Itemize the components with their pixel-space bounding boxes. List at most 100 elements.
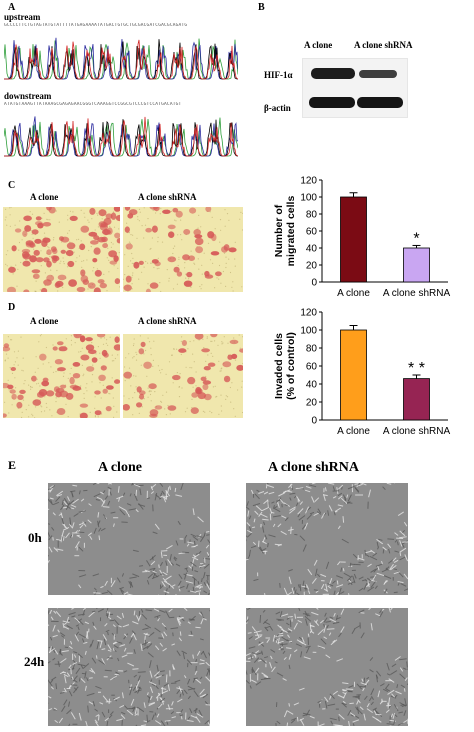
stained-cell (91, 357, 98, 363)
stained-cell (236, 364, 243, 371)
hif-band-control (311, 68, 355, 79)
stained-cell (46, 260, 52, 268)
stained-cell (41, 287, 48, 292)
stained-cell (53, 386, 60, 393)
panel-c-label: C (8, 180, 16, 191)
stained-cell (80, 269, 86, 277)
stained-cell (85, 337, 93, 342)
stained-cell (57, 341, 64, 346)
stained-cell (229, 339, 239, 345)
migration-y-tick-label: 0 (311, 278, 317, 289)
stained-cell (48, 207, 56, 214)
stained-cell (79, 335, 86, 343)
stained-cell (33, 249, 40, 256)
western-col-label-control: A clone (304, 40, 333, 50)
stained-cell (89, 207, 96, 215)
stained-cell (68, 279, 77, 287)
panel-a-label: A (8, 2, 16, 13)
stained-cell (189, 207, 197, 214)
stained-cell (210, 251, 220, 256)
stained-cell (207, 362, 216, 367)
stained-cell (57, 274, 67, 281)
stained-cell (203, 393, 212, 401)
stained-cell (127, 213, 134, 219)
stained-cell (123, 371, 132, 379)
migration-y-tick-label: 120 (300, 176, 317, 187)
stained-cell (45, 390, 55, 397)
stained-cell (3, 413, 7, 418)
stained-cell (114, 336, 120, 343)
stained-cell (72, 362, 81, 367)
stained-cell (125, 243, 133, 250)
migration-y-axis-title: Number of (273, 204, 285, 257)
stained-cell (23, 289, 30, 292)
wound-row-label-24h: 24h (24, 654, 45, 669)
stained-cell (16, 401, 23, 409)
stained-cell (66, 242, 76, 250)
migration-bar (403, 247, 430, 283)
invasion-micrograph-shrna (123, 334, 243, 418)
stained-cell (125, 275, 132, 283)
stained-cell (3, 346, 11, 352)
migration-bar-chart: 0 20 40 60 80 100 120 Number of migrated cells A … (273, 176, 451, 300)
stained-cell (7, 286, 16, 292)
invasion-y-tick-label: 40 (306, 380, 318, 391)
stained-cell (103, 352, 109, 358)
stained-cell (52, 248, 58, 255)
hif-band-shrna (359, 70, 397, 78)
stained-cell (221, 246, 228, 253)
western-row-label-hif: HIF-1α (264, 70, 293, 80)
western-row-label-actin: β-actin (264, 103, 291, 113)
stained-cell (239, 348, 243, 353)
wound-image-control-0h (48, 483, 210, 595)
downstream-chromatogram (4, 108, 238, 158)
stained-cell (37, 391, 45, 398)
stained-cell (60, 384, 67, 389)
stained-cell (94, 269, 102, 277)
stained-cell (143, 361, 152, 369)
stained-cell (54, 359, 64, 365)
stained-cell (106, 385, 114, 390)
invasion-bar-chart: 0 20 40 60 80 100 120 Invaded cells (% of contro… (273, 308, 451, 438)
stained-cell (46, 249, 52, 256)
stained-cell (65, 250, 74, 257)
wound-col-label-control: A clone (98, 460, 142, 475)
stained-cell (133, 261, 140, 269)
invasion-category-label: A clone (337, 426, 370, 437)
stained-cell (73, 334, 82, 339)
invasion-y-tick-label: 20 (306, 398, 318, 409)
stained-cell (79, 243, 86, 251)
wound-col-label-shrna: A clone shRNA (268, 460, 360, 475)
stained-cell (173, 266, 180, 273)
invasion-category-label: A clone shRNA (383, 426, 451, 437)
upstream-title: upstream (4, 12, 41, 22)
wound-image-shrna-24h (246, 608, 408, 726)
western-blot (302, 58, 408, 118)
panel-d-label: D (8, 302, 16, 313)
stained-cell (190, 407, 199, 414)
stained-cell (194, 334, 204, 340)
stained-cell (110, 212, 117, 220)
stained-cell (100, 365, 107, 371)
migration-significance-mark: * (413, 230, 419, 247)
invasion-label-control: A clone (30, 316, 59, 326)
panel-b-label: B (258, 2, 265, 13)
wound-row-label-0h: 0h (28, 530, 42, 545)
invasion-bar (403, 378, 430, 421)
stained-cell (10, 367, 16, 371)
stained-cell (43, 257, 50, 263)
stained-cell (60, 249, 66, 254)
stained-cell (167, 405, 177, 411)
stained-cell (203, 366, 211, 371)
stained-cell (103, 217, 112, 226)
stained-cell (231, 353, 238, 360)
stained-cell (154, 405, 163, 410)
stained-cell (102, 243, 108, 249)
stained-cell (42, 222, 52, 227)
stained-cell (113, 344, 120, 351)
invasion-y-axis-title: (% of control) (285, 332, 297, 400)
migration-category-label: A clone shRNA (383, 288, 451, 299)
stained-cell (98, 209, 107, 217)
invasion-bar (340, 329, 367, 421)
western-col-label-shrna: A clone shRNA (354, 40, 413, 50)
